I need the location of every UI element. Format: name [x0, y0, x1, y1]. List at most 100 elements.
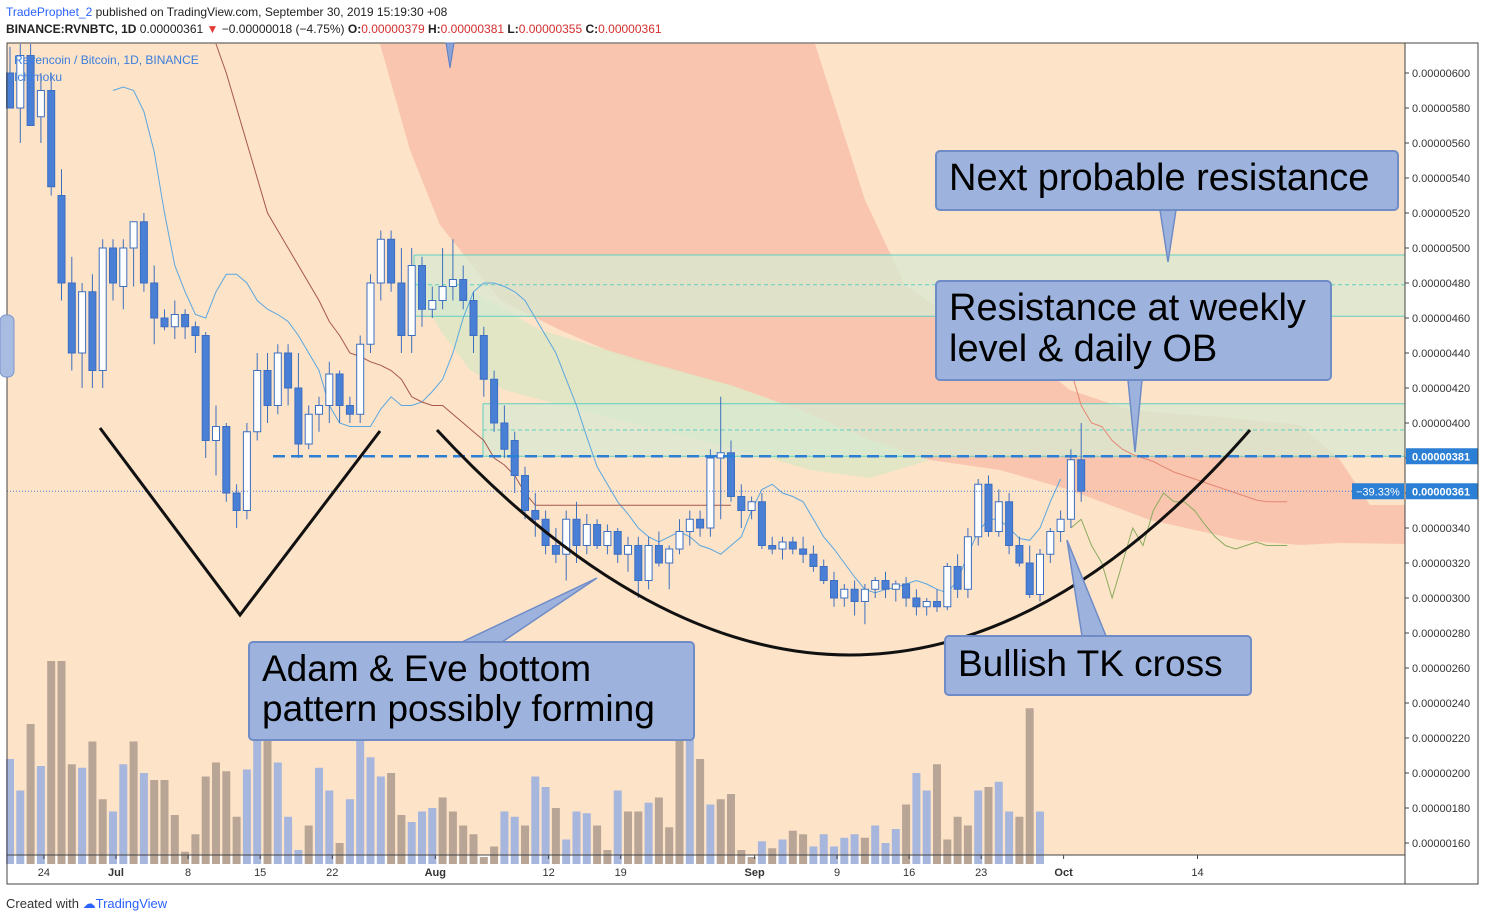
volume-bar [170, 815, 179, 864]
y-tick-label: 0.00000320 [1412, 558, 1470, 570]
y-tick-label: 0.00000520 [1412, 208, 1470, 220]
x-tick-label: 22 [326, 867, 338, 879]
candle-body [572, 518, 581, 546]
candle-body [850, 588, 859, 602]
candle-body [387, 238, 396, 284]
volume-bar [78, 767, 87, 864]
volume-bar [716, 799, 725, 864]
candle-body [315, 405, 323, 415]
key-level-tag [1406, 448, 1478, 465]
candle-body [562, 518, 571, 555]
footer-brand[interactable]: TradingView [95, 896, 168, 911]
candle-body [212, 426, 220, 441]
volume-bar [418, 811, 426, 864]
candle-body [809, 553, 818, 567]
callout-adam-eve[interactable]: Adam & Eve bottom pattern possibly formi… [248, 641, 695, 741]
volume-bar [1005, 811, 1014, 864]
candle-body [109, 247, 117, 284]
candle-body [912, 597, 921, 608]
candle-body [747, 501, 756, 511]
volume-bar [6, 759, 14, 864]
time-axis[interactable]: 24 Jul 8 15 22 Aug 12 19 Sep 9 16 23 Oct 14 [38, 855, 1204, 879]
x-tick-label: 24 [38, 867, 50, 879]
current-price-tag-label: 0.00000361 [1412, 486, 1470, 498]
x-tick-label: 23 [975, 867, 987, 879]
candle-body [222, 426, 231, 494]
candle-body [479, 335, 488, 380]
x-tick-label: Oct [1054, 867, 1073, 879]
y-tick-label: 0.00000440 [1412, 348, 1470, 360]
callout-resistance-weekly[interactable]: Resistance at weekly level & daily OB [935, 280, 1332, 381]
y-tick-label: 0.00000480 [1412, 278, 1470, 290]
candle-body [1066, 459, 1075, 520]
candle-body [1056, 518, 1065, 532]
kijun-line [215, 43, 731, 506]
price-change: −0.00000018 (−4.75%) [221, 22, 345, 36]
candle-body [139, 221, 148, 284]
volume-bar [500, 811, 509, 864]
volume-bar [551, 808, 560, 864]
candle-body [830, 580, 838, 599]
symbol-label[interactable]: BINANCE:RVNBTC, 1D [6, 22, 137, 36]
candle-body [119, 247, 128, 287]
volume-bar [88, 741, 97, 864]
volume-bar [891, 829, 900, 864]
y-tick-label: 0.00000200 [1412, 768, 1470, 780]
volume-bar [119, 764, 128, 864]
callout-adam-eve-line2: pattern possibly forming [262, 687, 655, 729]
volume-bar [459, 825, 468, 864]
volume-bar [438, 797, 447, 864]
volume-bar [634, 811, 643, 864]
x-tick-label: 15 [254, 867, 266, 879]
author-link[interactable]: TradeProphet_2 [6, 5, 93, 19]
high-value: 0.00000381 [440, 22, 505, 36]
callout-next-resistance[interactable]: Next probable resistance [935, 150, 1399, 211]
volume-bar [47, 661, 56, 864]
candle-body [1025, 562, 1034, 595]
volume-bar [541, 787, 550, 864]
volume-bar [479, 857, 488, 864]
low-value: 0.00000355 [518, 22, 583, 36]
volume-bar [284, 816, 293, 864]
volume-bar [654, 797, 663, 864]
candle-body [160, 317, 169, 328]
candle-body [397, 282, 406, 336]
volume-bar [325, 790, 334, 864]
candle-body [242, 431, 251, 511]
candle-body [232, 492, 241, 511]
candle-body [933, 601, 941, 608]
volume-bar [706, 804, 715, 864]
price-axis[interactable]: 0.00000600 0.00000580 0.00000560 0.00000540… [1352, 68, 1478, 850]
x-tick-label: 12 [542, 867, 554, 879]
volume-bar [613, 790, 622, 864]
volume-bar [263, 724, 272, 864]
candle-body [840, 588, 849, 599]
volume-bar [922, 790, 931, 864]
candle-body [727, 452, 735, 497]
candle-body [335, 373, 344, 406]
volume-bar [881, 843, 890, 864]
y-tick-label: 0.00000220 [1412, 733, 1470, 745]
volume-bar [953, 816, 962, 864]
callout-bullish-tk[interactable]: Bullish TK cross [944, 635, 1252, 696]
candle-body [551, 545, 560, 555]
y-tick-label: 0.00000580 [1412, 103, 1470, 115]
volume-bar [1015, 816, 1024, 864]
y-tick-label: 0.00000280 [1412, 628, 1470, 640]
side-handle[interactable] [0, 314, 15, 378]
close-label: C: [585, 22, 599, 36]
volume-bar [304, 825, 313, 864]
eve-curve [435, 428, 1252, 657]
candle-body [943, 566, 952, 608]
candle-body [510, 440, 519, 476]
y-tick-label: 0.00000560 [1412, 138, 1470, 150]
callout-resistance-weekly-line2: level & daily OB [949, 328, 1218, 371]
publish-info: published on TradingView.com, September … [95, 5, 448, 19]
volume-bar [768, 848, 777, 864]
candle-body [469, 300, 478, 336]
callout-next-resistance-text: Next probable resistance [949, 157, 1370, 199]
volume-bar [181, 851, 190, 864]
candle-body [325, 373, 334, 406]
candle-body [129, 221, 138, 249]
